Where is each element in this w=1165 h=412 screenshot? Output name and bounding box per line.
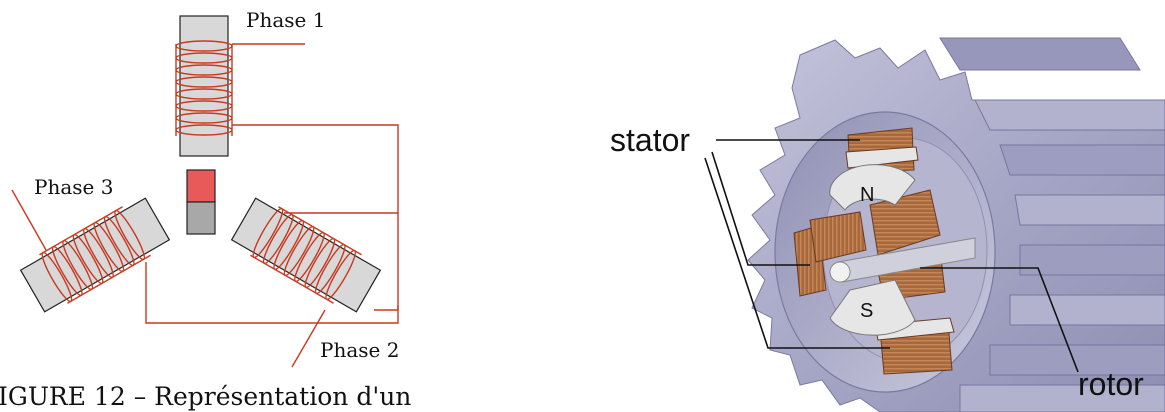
phase2-label: Phase 2 xyxy=(320,338,399,362)
phase-wiring xyxy=(11,124,399,368)
rotor-north-pole xyxy=(829,164,916,211)
leader-lines xyxy=(704,139,1079,373)
bldc-motor-cutaway: N S stator rotor xyxy=(610,37,1165,412)
rotor-shaft xyxy=(829,237,976,283)
phase3-label: Phase 3 xyxy=(34,175,113,199)
north-label: N xyxy=(860,184,874,206)
phase3-core xyxy=(19,197,171,313)
phase1-label: Phase 1 xyxy=(246,8,325,32)
rotor-magnet-south xyxy=(186,201,216,235)
phase2-winding xyxy=(250,206,362,304)
south-label: S xyxy=(860,300,873,322)
rotor-magnet-north xyxy=(186,169,216,203)
phase3-winding xyxy=(39,206,151,304)
housing-fins xyxy=(939,37,1165,412)
rotor-label: rotor xyxy=(1078,366,1144,402)
stator-label: stator xyxy=(610,122,690,158)
phase1-winding xyxy=(175,40,305,136)
figure-caption: IGURE 12 – Représentation d'un xyxy=(0,382,411,411)
three-phase-stepper-diagram: Phase 1 Phase 3 Phase 2 IGURE 12 – Repré… xyxy=(0,8,411,411)
phase2-core xyxy=(230,197,382,313)
rotor-south-pole xyxy=(829,279,916,336)
